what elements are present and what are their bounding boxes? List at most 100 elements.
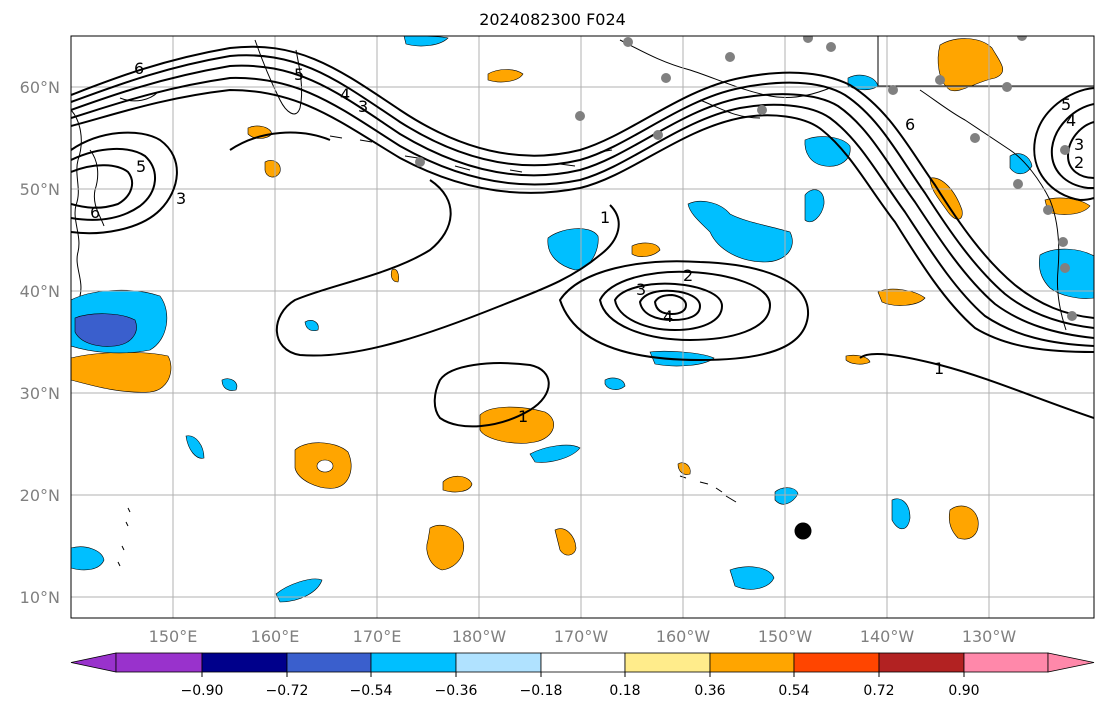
colorbar-segment — [370, 652, 457, 673]
low-contour-asia — [71, 164, 134, 209]
contour-label: 1 — [600, 208, 610, 227]
station-dots — [415, 36, 1077, 321]
positive-anomaly-patch — [264, 160, 281, 178]
colorbar-label: 0.36 — [694, 683, 725, 699]
station-marker — [653, 130, 663, 140]
contour-label: 5 — [136, 157, 146, 176]
lat-label: 50°N — [20, 180, 60, 199]
positive-anomaly-patch — [487, 69, 524, 83]
map-border — [70, 35, 1095, 619]
station-marker — [661, 73, 671, 83]
contour-label: 6 — [90, 203, 100, 222]
lon-label: 150°W — [758, 627, 813, 646]
contour-label: 6 — [905, 115, 915, 134]
lat-label: 10°N — [20, 588, 60, 607]
contour-label: 6 — [134, 59, 144, 78]
high-contour-central — [638, 289, 702, 322]
jet-contour — [71, 45, 1094, 319]
negative-anomaly-patch — [891, 498, 911, 530]
shaded-anomalies — [71, 36, 1094, 603]
lat-label: 20°N — [20, 486, 60, 505]
negative-anomaly-patch — [687, 201, 793, 263]
station-marker — [415, 157, 425, 167]
lon-label: 170°W — [554, 627, 609, 646]
lon-label: 140°W — [860, 627, 915, 646]
colorbar-label: −0.90 — [181, 683, 224, 699]
colorbar-segment — [115, 652, 203, 673]
positive-anomaly-patch — [426, 525, 464, 571]
colorbar-label: −0.72 — [266, 683, 309, 699]
station-marker — [1058, 237, 1068, 247]
positive-anomaly-hole — [316, 459, 334, 473]
colorbar-segment — [540, 652, 626, 673]
negative-anomaly-patch — [529, 444, 581, 463]
station-marker — [803, 36, 813, 43]
station-marker — [575, 111, 585, 121]
one-contour-east — [859, 353, 1094, 419]
jet-contour — [71, 88, 1094, 353]
jet-contour — [71, 76, 1094, 347]
station-marker — [970, 133, 980, 143]
colorbar-label: 0.72 — [863, 683, 894, 699]
station-marker — [623, 37, 633, 47]
colorbar-label: 0.90 — [948, 683, 979, 699]
negative-anomaly-patch — [275, 578, 323, 603]
one-contour-north — [229, 131, 620, 357]
contour-label: 3 — [176, 189, 186, 208]
domain-boundary-line — [877, 36, 1094, 87]
colorbar-segment — [709, 652, 795, 673]
colorbar-segment — [963, 652, 1049, 673]
colorbar-label: 0.18 — [609, 683, 640, 699]
negative-anomaly-patch — [185, 435, 205, 459]
lat-label: 30°N — [20, 384, 60, 403]
station-marker — [725, 52, 735, 62]
jet-contour — [71, 64, 1094, 339]
map-frame — [71, 36, 1094, 618]
low-contour-na — [1033, 87, 1094, 202]
colorbar-max-extend — [1047, 652, 1095, 673]
lat-label: 60°N — [20, 78, 60, 97]
station-marker — [935, 75, 945, 85]
colorbar-segment — [624, 652, 711, 673]
negative-anomaly-patch — [547, 228, 599, 271]
lon-label: 150°E — [149, 627, 198, 646]
colorbar-label: 0.54 — [778, 683, 809, 699]
colorbar-label: −0.36 — [435, 683, 478, 699]
colorbar-segment — [201, 652, 288, 673]
colorbar — [70, 652, 1095, 673]
lat-label: 40°N — [20, 282, 60, 301]
positive-anomaly-patch — [554, 528, 577, 556]
colorbar-min-extend — [70, 652, 117, 673]
negative-anomaly-patch — [304, 320, 319, 332]
colorbar-label: −0.18 — [520, 683, 563, 699]
lon-label: 160°W — [656, 627, 711, 646]
contour-label: 4 — [1066, 111, 1076, 130]
coastline-north-america — [919, 89, 1067, 331]
positive-anomaly-patch — [390, 268, 399, 283]
contour-label: 3 — [358, 97, 368, 116]
low-contour-na — [1050, 103, 1094, 189]
low-contour-na — [1066, 121, 1094, 179]
positive-anomaly-patch — [948, 505, 979, 540]
station-marker — [1060, 263, 1070, 273]
pacific-islands — [117, 507, 131, 567]
station-marker — [1060, 145, 1070, 155]
longitude-labels: 150°E 160°E 170°E 180°W 170°W 160°W 150°… — [149, 627, 1017, 646]
contour-label: 1 — [934, 359, 944, 378]
map-title: 2024082300 F024 — [479, 10, 626, 29]
contour-lines — [71, 45, 1094, 428]
station-marker — [1013, 179, 1023, 189]
negative-anomaly-patch — [804, 189, 825, 223]
negative-anomaly-patch — [649, 350, 715, 367]
positive-anomaly-patch — [1044, 197, 1091, 215]
high-contour-central — [613, 282, 724, 332]
high-contour-central — [653, 293, 688, 316]
positive-anomaly-patch — [845, 354, 871, 365]
station-marker — [757, 105, 767, 115]
station-marker — [1002, 82, 1012, 92]
station-marker — [826, 42, 836, 52]
strong-negative-anomaly-patch — [74, 313, 137, 347]
lon-label: 160°E — [251, 627, 300, 646]
station-marker — [888, 85, 898, 95]
